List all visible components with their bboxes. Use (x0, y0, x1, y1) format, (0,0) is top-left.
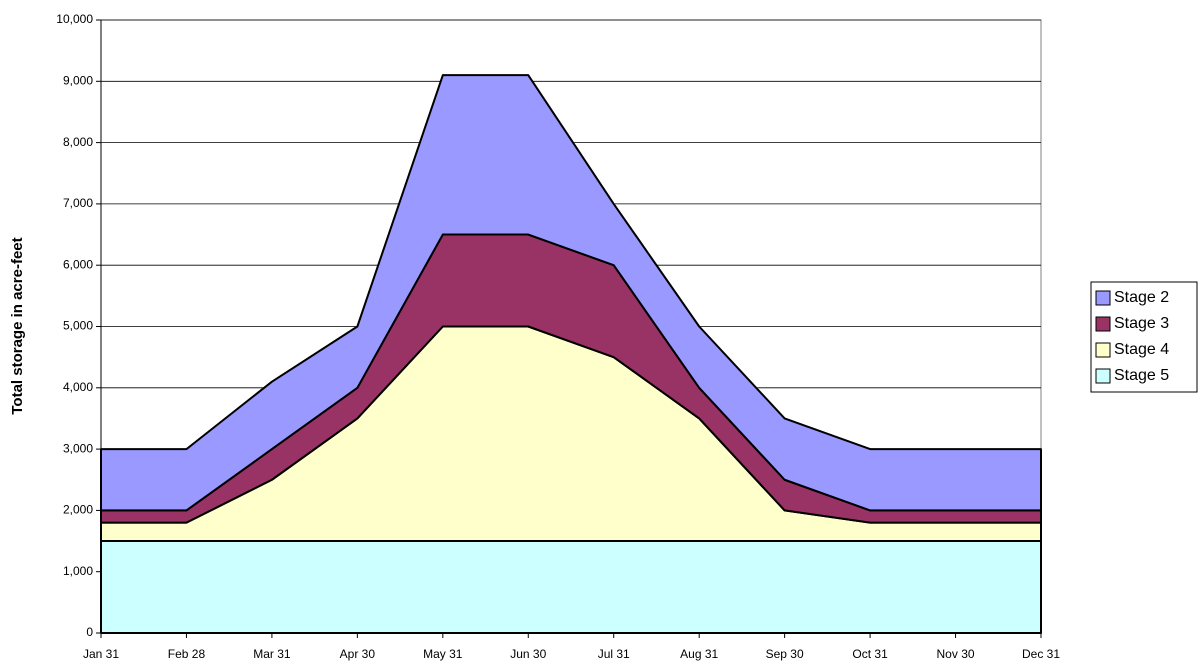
legend-label: Stage 2 (1114, 289, 1169, 306)
y-tick-label: 6,000 (63, 257, 93, 271)
x-tick-label: Jul 31 (598, 647, 630, 661)
y-tick-label: 0 (86, 625, 93, 639)
x-tick-label: Apr 30 (340, 647, 376, 661)
y-tick-label: 8,000 (63, 135, 93, 149)
legend-swatch (1095, 342, 1111, 358)
x-tick-label: Oct 31 (852, 647, 888, 661)
x-tick-label: Feb 28 (168, 647, 206, 661)
y-tick-label: 9,000 (63, 73, 93, 87)
x-tick-label: Jun 30 (510, 647, 546, 661)
legend-label: Stage 4 (1114, 341, 1169, 358)
x-tick-label: Mar 31 (253, 647, 291, 661)
y-tick-label: 5,000 (63, 319, 93, 333)
x-tick-label: Dec 31 (1022, 647, 1060, 661)
y-tick-label: 10,000 (56, 12, 93, 26)
x-tick-label: Aug 31 (680, 647, 718, 661)
area (100, 74, 1042, 512)
legend-label: Stage 3 (1114, 315, 1169, 332)
y-tick-label: 3,000 (63, 441, 93, 455)
legend-swatch (1095, 368, 1111, 384)
x-tick-label: Jan 31 (83, 647, 119, 661)
x-tick-label: Nov 30 (937, 647, 975, 661)
y-tick-label: 2,000 (63, 503, 93, 517)
legend-swatch (1095, 290, 1111, 306)
y-tick-label: 4,000 (63, 380, 93, 394)
x-tick-label: May 31 (423, 647, 463, 661)
x-tick-label: Sep 30 (766, 647, 804, 661)
legend-swatch (1095, 316, 1111, 332)
y-tick-label: 1,000 (63, 564, 93, 578)
area (100, 540, 1042, 634)
legend-label: Stage 5 (1114, 367, 1169, 384)
y-tick-label: 7,000 (63, 196, 93, 210)
y-axis-label: Total storage in acre-feet (9, 237, 26, 414)
